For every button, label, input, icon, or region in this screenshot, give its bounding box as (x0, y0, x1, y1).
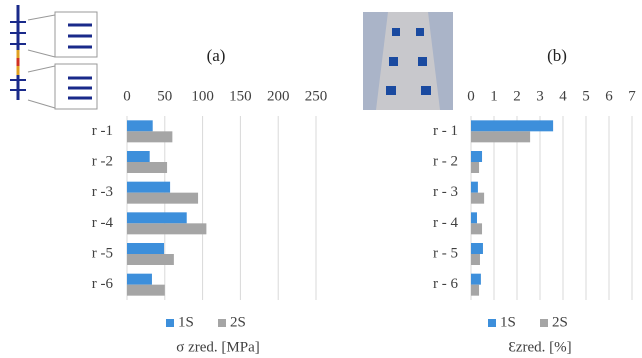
bar (471, 182, 478, 193)
bar (127, 274, 152, 285)
x-tick-label: 0 (467, 88, 475, 104)
chart-title: (b) (547, 46, 567, 65)
bar (471, 243, 483, 254)
legend-label: 1S (178, 314, 194, 330)
y-tick-label: r -5 (92, 245, 113, 261)
model-thumbnail (10, 5, 97, 109)
x-tick-label: 5 (582, 88, 590, 104)
bar (127, 182, 170, 193)
bar (471, 254, 480, 265)
bar (127, 151, 150, 162)
bar (127, 285, 165, 296)
page: {"chart_data": [ {"type": "bar", "orient… (0, 0, 642, 358)
x-tick-label: 50 (157, 88, 172, 104)
x-tick-label: 1 (490, 88, 498, 104)
bar (471, 131, 530, 142)
x-tick-label: 3 (536, 88, 544, 104)
legend-swatch (540, 319, 548, 327)
bar (127, 254, 174, 265)
bar (471, 223, 482, 234)
chart-title: (a) (207, 46, 226, 65)
y-tick-label: r - 6 (433, 276, 458, 292)
bar (471, 285, 479, 296)
bar (471, 151, 482, 162)
y-tick-label: r -6 (92, 276, 114, 292)
y-tick-label: r - 5 (433, 245, 458, 261)
y-tick-label: r -1 (92, 123, 113, 139)
bar (471, 274, 481, 285)
x-tick-label: 4 (559, 88, 567, 104)
bar (471, 193, 484, 204)
bar (127, 212, 187, 223)
legend-swatch (166, 319, 174, 327)
chart: (a)050100150200250r -1r -2r -3r -4r -5r … (0, 0, 642, 358)
legend-swatch (488, 319, 496, 327)
legend-label: 2S (230, 314, 246, 330)
y-tick-label: r - 2 (433, 153, 458, 169)
x-tick-label: 250 (305, 88, 328, 104)
x-tick-label: 100 (191, 88, 214, 104)
bar (127, 193, 198, 204)
x-axis-label: σ zred. [MPa] (176, 339, 259, 355)
y-tick-label: r - 4 (433, 215, 458, 231)
bar (471, 162, 479, 173)
legend-label: 1S (500, 314, 516, 330)
x-axis-label: Ɛzred. [%] (508, 339, 571, 355)
legend-swatch (218, 319, 226, 327)
x-tick-label: 2 (513, 88, 521, 104)
bar (127, 223, 206, 234)
y-tick-label: r - 1 (433, 123, 458, 139)
bar (127, 162, 167, 173)
y-tick-label: r -2 (92, 153, 113, 169)
bar (127, 120, 153, 131)
render-thumbnail (363, 12, 453, 110)
bar (471, 120, 553, 131)
y-tick-label: r -3 (92, 184, 113, 200)
y-tick-label: r - 3 (433, 184, 458, 200)
x-tick-label: 6 (605, 88, 613, 104)
x-tick-label: 150 (229, 88, 252, 104)
x-tick-label: 200 (267, 88, 290, 104)
bar (471, 212, 477, 223)
bar (127, 131, 172, 142)
bar (127, 243, 164, 254)
y-tick-label: r -4 (92, 215, 114, 231)
legend-label: 2S (552, 314, 568, 330)
x-tick-label: 0 (123, 88, 131, 104)
x-tick-label: 7 (628, 88, 636, 104)
